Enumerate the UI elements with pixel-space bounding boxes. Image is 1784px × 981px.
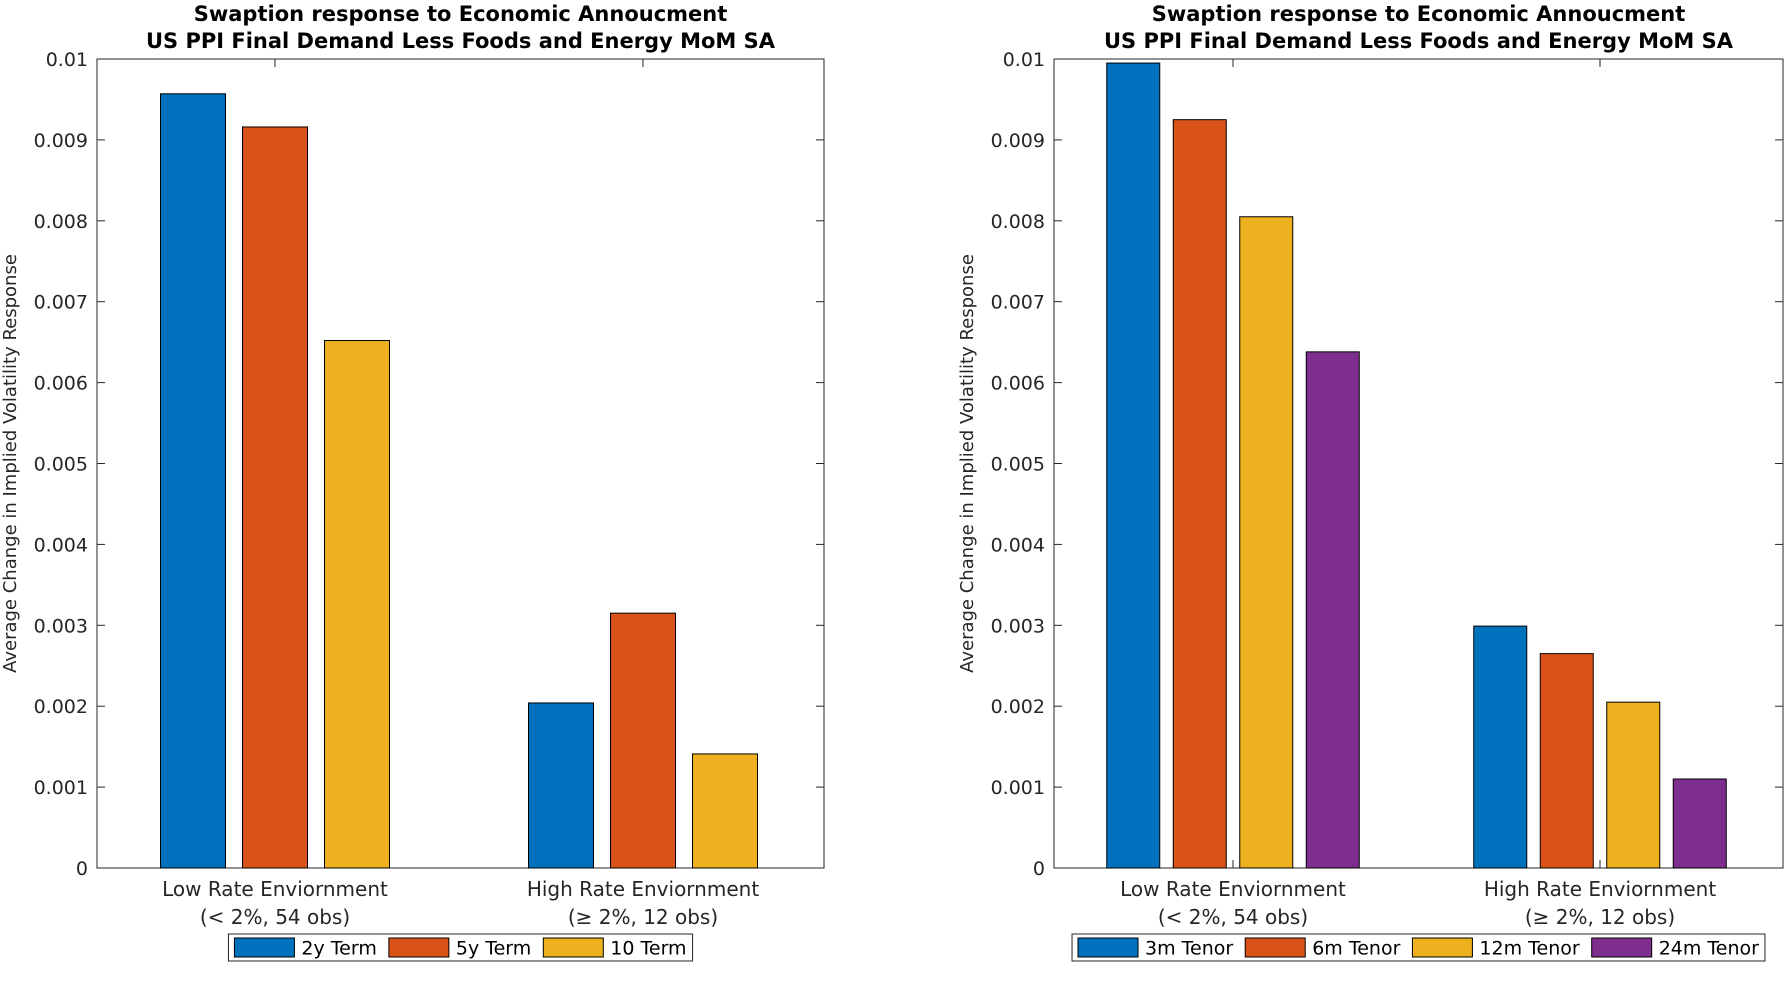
legend-swatch xyxy=(1077,937,1139,958)
bar-3m-tenor-2 xyxy=(1473,625,1528,869)
bar-10-term-2 xyxy=(692,753,758,869)
y-tick-label: 0.008 xyxy=(991,211,1045,233)
x-tick-sublabel: (< 2%, 54 obs) xyxy=(200,905,350,929)
legend-swatch xyxy=(1591,937,1653,958)
y-tick-label: 0 xyxy=(76,858,88,880)
y-tick-label: 0.003 xyxy=(34,615,88,637)
plot-area xyxy=(1053,58,1784,869)
x-tick-sublabel: (≥ 2%, 12 obs) xyxy=(568,905,718,929)
y-tick-label: 0.009 xyxy=(991,130,1045,152)
x-tick-sublabel: (< 2%, 54 obs) xyxy=(1158,905,1308,929)
legend: 2y Term 5y Term 10 Term xyxy=(227,933,694,962)
legend-swatch xyxy=(1244,937,1306,958)
legend-label: 12m Tenor xyxy=(1479,938,1579,960)
y-tick-label: 0.003 xyxy=(991,615,1045,637)
legend-swatch xyxy=(388,937,450,958)
y-tick-label: 0.008 xyxy=(34,211,88,233)
y-tick-label: 0.006 xyxy=(991,373,1045,395)
y-axis-label: Average Change in Implied Volatility Res… xyxy=(957,254,978,673)
y-tick-label: 0.001 xyxy=(991,777,1045,799)
bar-24m-tenor-2 xyxy=(1672,778,1727,869)
x-tick-label: Low Rate Enviornment xyxy=(1120,877,1346,901)
x-tick-label: High Rate Enviornment xyxy=(527,877,759,901)
chart-title: Swaption response to Economic Annoucment xyxy=(194,2,728,26)
chart-title: Swaption response to Economic Annoucment xyxy=(1152,2,1686,26)
legend-swatch xyxy=(542,937,604,958)
bar-5y-term-1 xyxy=(242,126,308,869)
y-tick-label: 0.007 xyxy=(991,292,1045,314)
legend-label: 5y Term xyxy=(456,938,531,960)
bar-24m-tenor-1 xyxy=(1305,351,1360,869)
bar-2y-term-2 xyxy=(528,702,594,869)
bar-3m-tenor-1 xyxy=(1106,62,1161,869)
y-tick-label: 0.005 xyxy=(34,454,88,476)
chart-subtitle: US PPI Final Demand Less Foods and Energ… xyxy=(1104,29,1734,53)
legend-swatch xyxy=(1411,937,1473,958)
bar-12m-tenor-2 xyxy=(1606,701,1661,869)
chart-1: Swaption response to Economic Annoucment… xyxy=(0,2,825,962)
bar-5y-term-2 xyxy=(610,612,676,869)
chart-subtitle: US PPI Final Demand Less Foods and Energ… xyxy=(146,29,776,53)
chart-2: Swaption response to Economic Annoucment… xyxy=(957,2,1784,962)
legend-box xyxy=(227,933,694,962)
y-tick-label: 0.004 xyxy=(34,534,88,556)
y-tick-label: 0.002 xyxy=(34,696,88,718)
legend-label: 24m Tenor xyxy=(1659,938,1759,960)
y-tick-label: 0.006 xyxy=(34,373,88,395)
legend-label: 2y Term xyxy=(301,938,376,960)
x-tick-label: Low Rate Enviornment xyxy=(162,877,388,901)
bar-12m-tenor-1 xyxy=(1239,216,1294,869)
y-tick-label: 0.004 xyxy=(991,534,1045,556)
legend-label: 3m Tenor xyxy=(1145,938,1233,960)
legend-label: 10 Term xyxy=(610,938,686,960)
y-tick-label: 0.002 xyxy=(991,696,1045,718)
legend-swatch xyxy=(233,937,295,958)
bar-2y-term-1 xyxy=(160,93,226,869)
bar-10-term-1 xyxy=(324,340,390,869)
y-tick-label: 0.001 xyxy=(34,777,88,799)
y-tick-label: 0.007 xyxy=(34,292,88,314)
legend-label: 6m Tenor xyxy=(1312,938,1400,960)
bar-6m-tenor-1 xyxy=(1172,119,1227,869)
y-tick-label: 0.01 xyxy=(1003,49,1045,71)
x-tick-label: High Rate Enviornment xyxy=(1484,877,1716,901)
y-tick-label: 0.005 xyxy=(991,454,1045,476)
y-tick-label: 0.009 xyxy=(34,130,88,152)
bar-6m-tenor-2 xyxy=(1539,653,1594,869)
y-axis-label: Average Change in Implied Volatility Res… xyxy=(0,254,21,673)
y-tick-label: 0 xyxy=(1033,858,1045,880)
x-tick-sublabel: (≥ 2%, 12 obs) xyxy=(1525,905,1675,929)
legend: 3m Tenor 6m Tenor 12m Tenor 24m Tenor xyxy=(1071,933,1766,962)
y-tick-label: 0.01 xyxy=(46,49,88,71)
